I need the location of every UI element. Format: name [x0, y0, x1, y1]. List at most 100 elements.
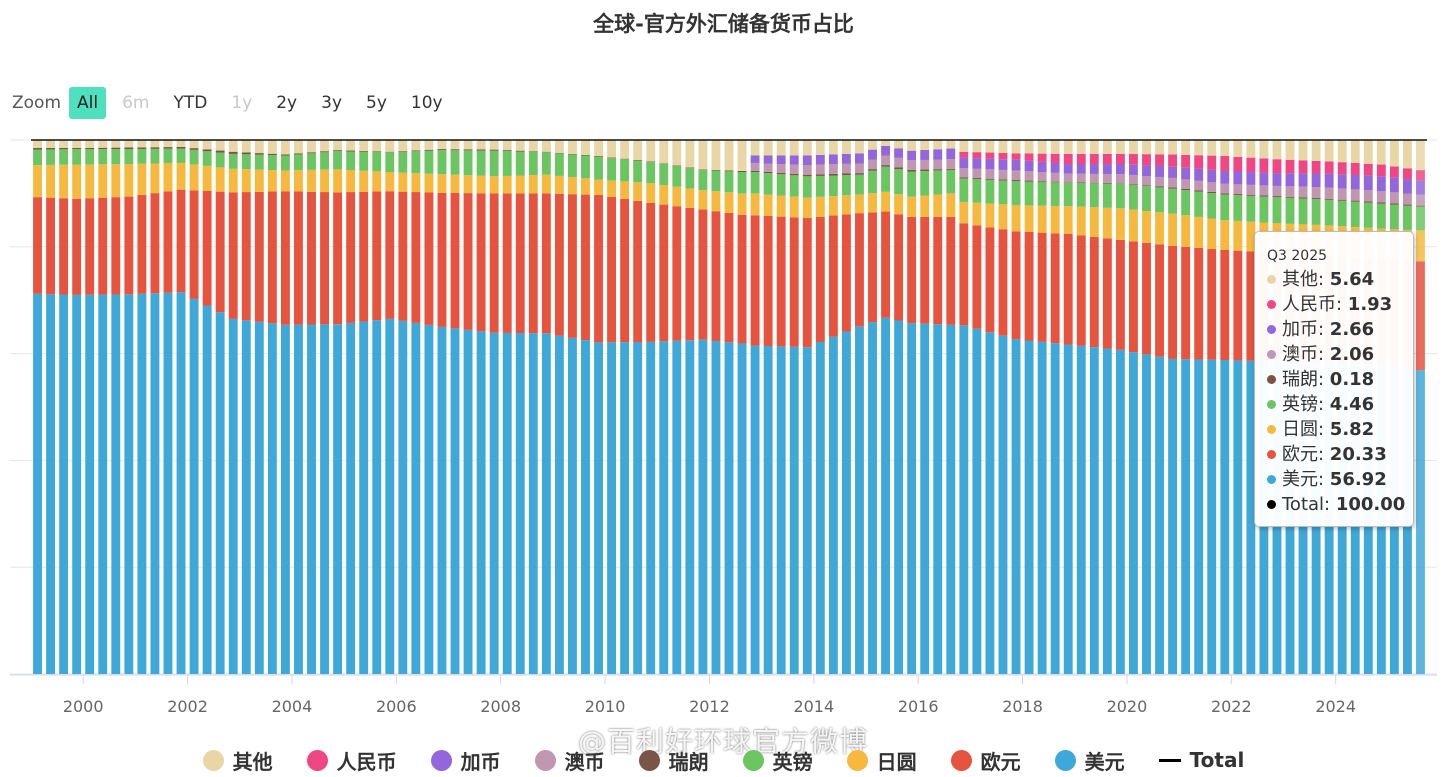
bar-segment	[1324, 199, 1334, 226]
bar-segment	[711, 169, 721, 171]
bar-segment	[1168, 245, 1178, 359]
bar-segment	[1155, 176, 1164, 187]
bar-segment	[1076, 235, 1086, 346]
bar-segment	[1298, 186, 1308, 198]
zoom-2y-button[interactable]: 2y	[276, 93, 298, 113]
tooltip-dot-icon	[1267, 500, 1276, 509]
bar-segment	[1246, 140, 1256, 158]
bar-segment	[868, 170, 877, 194]
legend-item[interactable]: 美元	[1054, 746, 1125, 775]
bar-segment	[646, 161, 656, 184]
bar-segment	[1155, 186, 1164, 188]
bar-segment	[815, 216, 825, 342]
bar-segment	[1089, 153, 1099, 165]
bar-stack	[1129, 140, 1138, 674]
bar-segment	[1142, 165, 1151, 177]
tooltip-series-name: 欧元	[1282, 444, 1318, 465]
bar-segment	[1050, 343, 1060, 674]
bar-segment	[1337, 199, 1347, 201]
zoom-1y-button[interactable]: 1y	[231, 93, 253, 113]
bar-segment	[1233, 140, 1243, 157]
legend-item[interactable]: 其他	[202, 746, 273, 775]
bar-segment	[202, 191, 212, 306]
bar-segment	[998, 159, 1008, 170]
bar-segment	[737, 172, 747, 194]
bar-segment	[1402, 168, 1412, 180]
bar-segment	[111, 147, 121, 150]
bar-segment	[333, 192, 343, 325]
bar-segment	[1324, 140, 1334, 162]
bar-segment	[372, 152, 382, 172]
bar-segment	[1298, 197, 1308, 199]
bar-stack	[855, 140, 864, 674]
bar-segment	[528, 333, 538, 674]
tooltip-row: 日圆: 5.82	[1267, 417, 1403, 442]
bar-segment	[763, 194, 773, 216]
bar-segment	[307, 140, 316, 153]
bar-segment	[763, 215, 773, 346]
bar-segment	[972, 328, 982, 674]
bar-segment	[1416, 205, 1425, 207]
bar-segment	[1220, 140, 1230, 157]
bar-stack	[411, 140, 421, 674]
bar-segment	[307, 152, 316, 154]
bar-segment	[698, 140, 708, 170]
bar-segment	[1142, 186, 1151, 212]
legend-item[interactable]: 澳币	[534, 746, 605, 775]
zoom-all-button[interactable]: All	[69, 87, 107, 119]
bar-stack	[72, 140, 82, 674]
bar-segment	[1416, 370, 1425, 674]
legend-item[interactable]: 欧元	[950, 746, 1021, 775]
bar-segment	[607, 157, 617, 158]
bar-segment	[633, 182, 643, 202]
bar-segment	[907, 160, 917, 170]
zoom-5y-button[interactable]: 5y	[366, 93, 387, 113]
bar-segment	[385, 318, 395, 674]
legend-item[interactable]: 英镑	[742, 746, 813, 775]
bar-segment	[1207, 218, 1217, 249]
legend-item[interactable]: 日圆	[846, 746, 917, 775]
bar-segment	[1050, 205, 1060, 234]
bar-segment	[1376, 164, 1386, 177]
legend-item[interactable]: 加币	[430, 746, 501, 775]
bar-segment	[1024, 160, 1034, 172]
zoom-3y-button[interactable]: 3y	[321, 93, 343, 113]
bar-segment	[85, 294, 95, 674]
legend-item[interactable]: 瑞朗	[638, 746, 709, 775]
bar-segment	[868, 169, 877, 171]
legend-label: 其他	[232, 749, 273, 774]
bar-segment	[1350, 162, 1360, 175]
bar-segment	[1063, 153, 1073, 165]
zoom-ytd-button[interactable]: YTD	[173, 93, 208, 113]
legend-item[interactable]: Total	[1158, 748, 1244, 772]
bar-segment	[450, 150, 460, 175]
zoom-6m-button[interactable]: 6m	[122, 93, 150, 113]
bar-segment	[750, 170, 760, 173]
bar-segment	[620, 181, 630, 199]
bar-segment	[1194, 155, 1204, 169]
bar-stack	[528, 140, 538, 674]
bar-segment	[124, 294, 134, 674]
bar-segment	[985, 152, 995, 159]
bar-segment	[411, 150, 421, 152]
legend-item[interactable]: 人民币	[306, 746, 397, 775]
legend: 其他 人民币 加币 澳币 瑞朗 英镑 日圆 欧元 美元 Total	[0, 744, 1447, 776]
bar-segment	[280, 324, 290, 674]
bar-segment	[933, 216, 943, 325]
bar-segment	[1142, 185, 1151, 187]
legend-label: 人民币	[336, 749, 397, 774]
bar-segment	[280, 191, 290, 325]
bar-segment	[424, 149, 434, 151]
legend-dot-icon	[950, 749, 972, 771]
bar-stack	[1194, 140, 1204, 674]
zoom-10y-button[interactable]: 10y	[410, 93, 443, 113]
tooltip-separator: :	[1318, 344, 1330, 365]
bar-segment	[1037, 153, 1047, 162]
bar-segment	[776, 174, 786, 196]
tooltip: Q3 2025 其他: 5.64 人民币: 1.93 加币: 2.66 澳币: 2.0…	[1254, 231, 1414, 527]
bar-segment	[620, 158, 630, 160]
bar-segment	[894, 140, 904, 149]
bar-segment	[920, 170, 930, 196]
bar-segment	[150, 193, 160, 294]
bar-segment	[1142, 354, 1151, 674]
